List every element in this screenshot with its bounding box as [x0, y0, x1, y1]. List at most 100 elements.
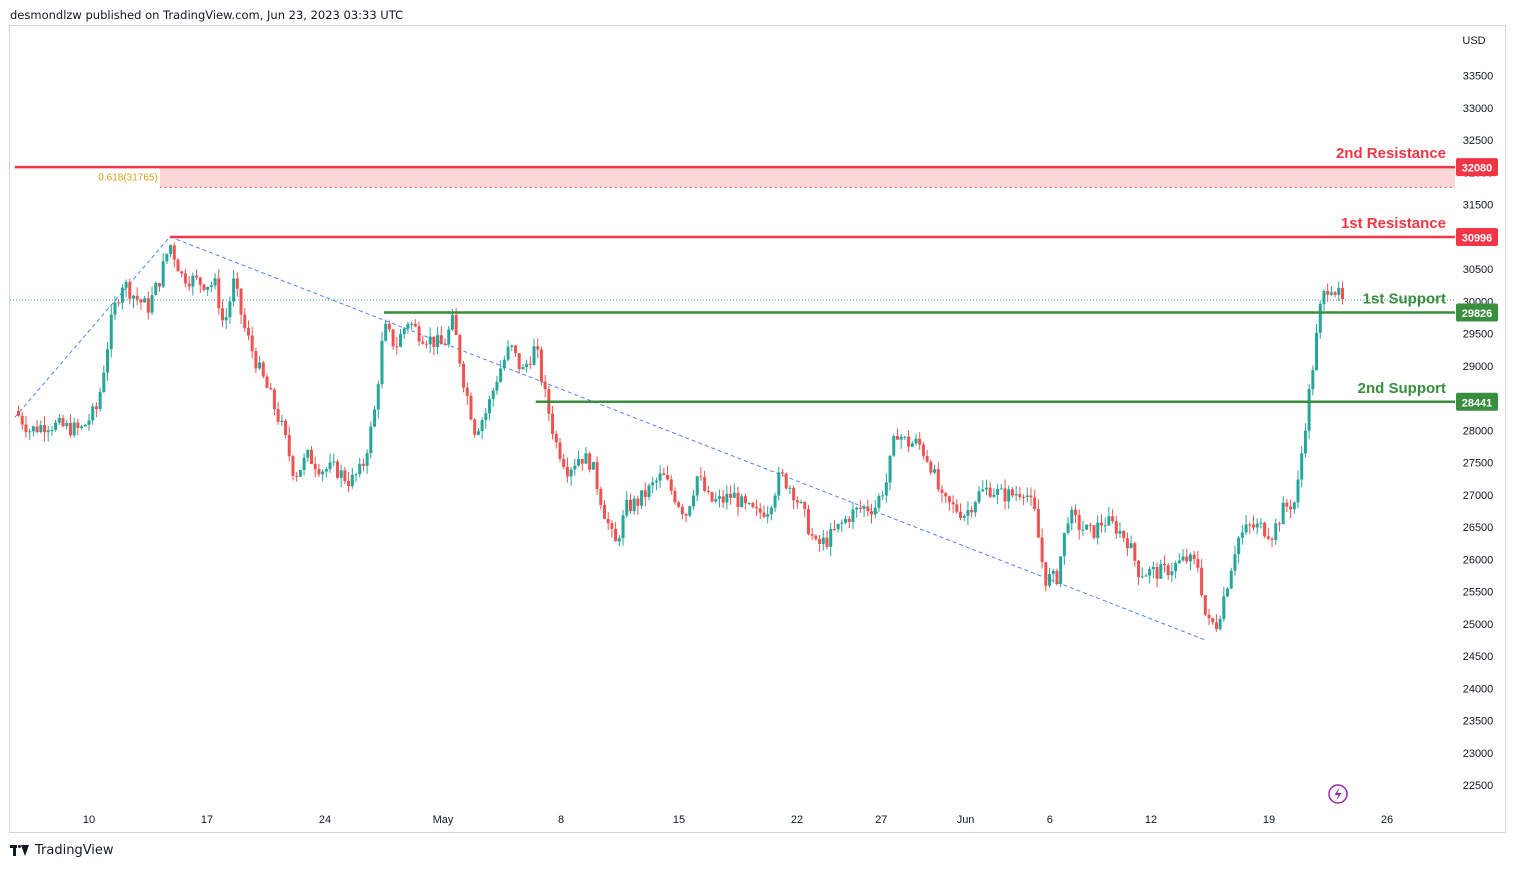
- candle-body: [981, 489, 985, 492]
- candle-body: [565, 466, 569, 477]
- candle-body: [195, 275, 199, 278]
- candle-body: [335, 461, 339, 478]
- candle-body: [881, 495, 885, 497]
- candle-body: [287, 435, 291, 457]
- candle-body: [1263, 522, 1267, 537]
- candle-body: [651, 482, 655, 486]
- candle-body: [343, 470, 347, 482]
- candle-body: [106, 349, 110, 373]
- candle-body: [884, 482, 888, 496]
- candle-body: [1229, 570, 1233, 589]
- candle-body: [584, 453, 588, 464]
- candle-body: [502, 359, 506, 369]
- candle-body: [458, 334, 462, 364]
- candle-body: [295, 475, 299, 477]
- candle-body: [1040, 537, 1044, 563]
- candle-body: [65, 423, 69, 427]
- publish-info: desmondlzw published on TradingView.com,…: [10, 8, 404, 22]
- candle-body: [832, 528, 836, 530]
- candle-body: [599, 489, 603, 506]
- candle-body: [977, 491, 981, 503]
- candle-body: [276, 409, 280, 422]
- tradingview-logo-icon: [10, 844, 30, 857]
- candle-body: [788, 487, 792, 489]
- candle-body: [39, 425, 43, 432]
- candle-body: [187, 283, 191, 287]
- candle-body: [513, 345, 517, 354]
- candle-body: [72, 422, 76, 436]
- candle-body: [1148, 569, 1152, 576]
- candle-body: [183, 273, 187, 284]
- candle-body: [755, 507, 759, 509]
- candle-body: [1088, 524, 1092, 526]
- candle-body: [1226, 588, 1230, 597]
- candle-body: [120, 287, 124, 303]
- candle-body: [1137, 560, 1141, 577]
- y-tick-label: 32500: [1463, 135, 1494, 147]
- candle-body: [892, 436, 896, 456]
- candle-body: [1174, 562, 1178, 572]
- candle-body: [510, 345, 514, 347]
- candle-body: [473, 419, 477, 435]
- candle-body: [1010, 489, 1014, 496]
- candle-body: [91, 406, 95, 421]
- candle-body: [224, 317, 228, 321]
- candle-body: [113, 302, 117, 315]
- candle-body: [161, 261, 165, 287]
- candle-body: [862, 506, 866, 509]
- trendline: [169, 236, 1206, 641]
- candle-body: [402, 328, 406, 335]
- candle-body: [317, 469, 321, 475]
- candle-body: [888, 455, 892, 483]
- candle-body: [57, 418, 61, 423]
- candle-body: [28, 431, 32, 433]
- candle-body: [439, 335, 443, 345]
- candle-body: [310, 449, 314, 464]
- candle-body: [143, 298, 147, 303]
- candle-body: [1329, 292, 1333, 295]
- candle-body: [213, 278, 217, 286]
- candle-body: [1289, 506, 1293, 510]
- candle-body: [217, 278, 221, 309]
- candle-body: [1111, 516, 1115, 522]
- candle-body: [406, 324, 410, 329]
- candle-body: [866, 506, 870, 512]
- candle-body: [128, 281, 132, 299]
- candle-body: [1070, 509, 1074, 524]
- candle-body: [781, 472, 785, 474]
- candle-body: [966, 510, 970, 516]
- candle-body: [250, 335, 254, 352]
- candle-body: [725, 493, 729, 503]
- candle-body: [695, 476, 699, 496]
- candle-body: [1277, 523, 1281, 525]
- candle-body: [636, 498, 640, 506]
- candle-body: [421, 341, 425, 344]
- level-price-tag: [1456, 158, 1498, 177]
- candle-body: [821, 537, 825, 544]
- level-price-tag: [1456, 228, 1498, 247]
- candle-body: [621, 515, 625, 539]
- fib-label: 0.618(31765): [98, 172, 158, 183]
- candle-body: [42, 425, 46, 433]
- candle-body: [777, 472, 781, 496]
- candle-body: [1073, 509, 1077, 515]
- candle-body: [20, 415, 24, 425]
- candle-body: [554, 433, 558, 443]
- candle-body: [1237, 537, 1241, 555]
- candle-body: [1207, 614, 1211, 619]
- candle-body: [1022, 496, 1026, 498]
- candle-body: [895, 436, 899, 440]
- candle-body: [376, 384, 380, 410]
- candle-body: [1044, 562, 1048, 586]
- candle-body: [1162, 564, 1166, 566]
- candle-body: [970, 510, 974, 513]
- x-tick-label: 27: [875, 814, 887, 826]
- level-name: 2nd Resistance: [1336, 145, 1446, 162]
- candle-body: [1099, 522, 1103, 526]
- candle-body: [61, 418, 65, 427]
- candle-body: [1340, 287, 1344, 300]
- candle-body: [506, 346, 510, 360]
- candle-body: [799, 501, 803, 503]
- candle-body: [1059, 556, 1063, 584]
